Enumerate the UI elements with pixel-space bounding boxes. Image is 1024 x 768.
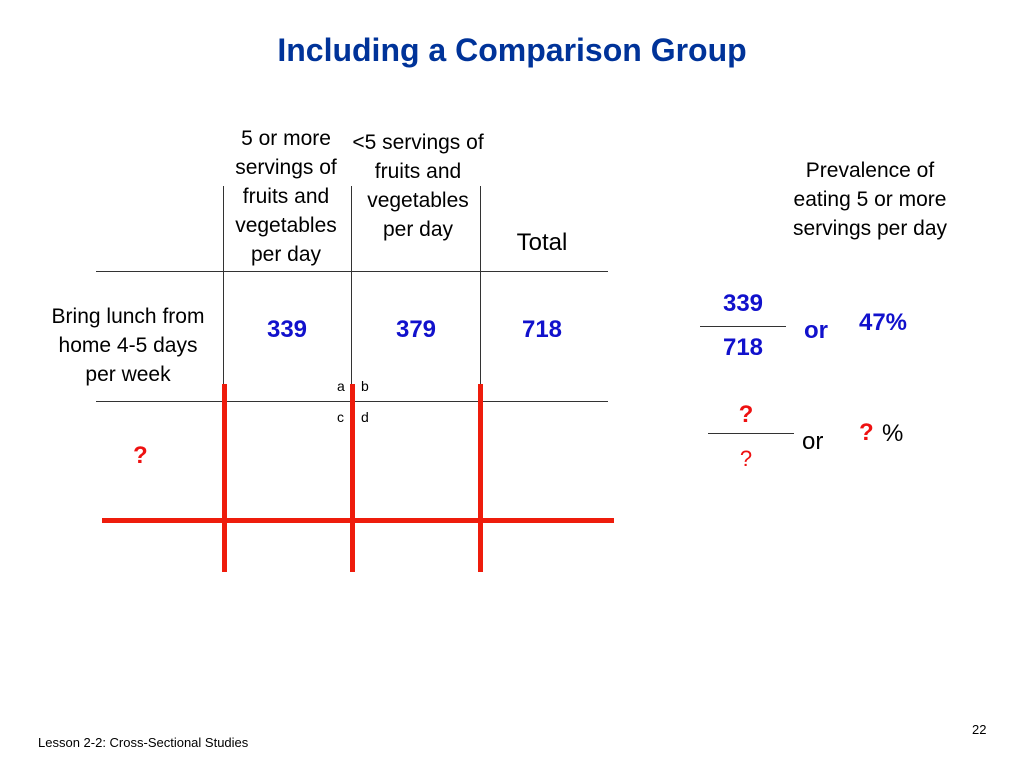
prevalence-denominator: 718 bbox=[722, 334, 764, 361]
cell-letter-d: d bbox=[361, 409, 369, 425]
col-divider-3 bbox=[480, 186, 481, 402]
col-header-5-or-more: 5 or more servings of fruits and vegetab… bbox=[235, 127, 337, 266]
cell-718: 718 bbox=[521, 316, 563, 343]
prevalence-denominator-question: ? bbox=[739, 446, 753, 471]
prevalence-percent-question: ? bbox=[859, 419, 874, 446]
slide-title: Including a Comparison Group bbox=[277, 32, 747, 68]
fraction-bar-1 bbox=[700, 326, 786, 327]
or-label-2: or bbox=[802, 428, 824, 455]
col-divider-2 bbox=[351, 186, 352, 402]
red-horizontal-line bbox=[102, 518, 614, 523]
red-vertical-line-2 bbox=[350, 384, 355, 572]
row-label-question: ? bbox=[133, 442, 148, 469]
cell-379: 379 bbox=[395, 316, 437, 343]
cell-letter-a: a bbox=[337, 378, 345, 394]
prevalence-numerator: 339 bbox=[722, 290, 764, 317]
red-vertical-line-3 bbox=[478, 384, 483, 572]
prevalence-percent: 47% bbox=[858, 309, 908, 336]
page-number: 22 bbox=[972, 722, 987, 737]
cell-letter-b: b bbox=[361, 378, 369, 394]
red-vertical-line-1 bbox=[222, 384, 227, 572]
fraction-bar-2 bbox=[708, 433, 794, 434]
or-label-1: or bbox=[804, 317, 828, 344]
row-label-bring-lunch: Bring lunch from home 4-5 days per week bbox=[51, 305, 205, 386]
prevalence-header: Prevalence of eating 5 or more servings … bbox=[792, 159, 948, 240]
col-header-total: Total bbox=[516, 229, 568, 256]
percent-sign: % bbox=[882, 420, 904, 447]
prevalence-numerator-question: ? bbox=[738, 401, 754, 428]
cell-339: 339 bbox=[266, 316, 308, 343]
col-divider-1 bbox=[223, 186, 224, 402]
cell-letter-c: c bbox=[337, 409, 344, 425]
col-header-less-than-5: <5 servings of fruits and vegetables per… bbox=[352, 131, 484, 241]
header-divider-line bbox=[96, 271, 608, 272]
footer-lesson-label: Lesson 2-2: Cross-Sectional Studies bbox=[38, 735, 249, 750]
